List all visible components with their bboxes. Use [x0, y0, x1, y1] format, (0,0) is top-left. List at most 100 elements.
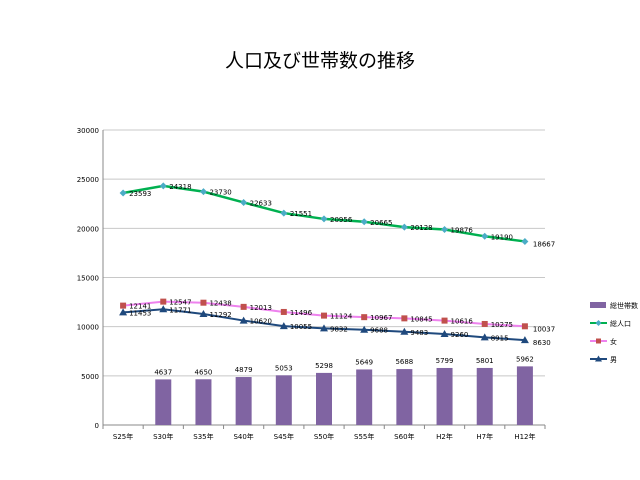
- point-marker: [159, 182, 167, 190]
- point-marker: [199, 309, 208, 317]
- data-label: 23593: [129, 190, 151, 198]
- y-tick-label: 5000: [81, 373, 99, 381]
- data-label: 5298: [315, 362, 333, 370]
- bar: [436, 367, 453, 425]
- legend-marker: [596, 338, 601, 344]
- point-marker: [441, 226, 449, 234]
- point-marker: [280, 308, 287, 315]
- data-label: 10275: [491, 321, 513, 329]
- data-label: 5053: [275, 364, 293, 372]
- bar: [275, 375, 292, 425]
- x-tick-label: S60年: [394, 432, 414, 441]
- data-label: 5962: [516, 355, 534, 363]
- point-marker: [360, 218, 368, 226]
- data-label: 18667: [533, 240, 555, 248]
- legend-marker: [595, 320, 602, 326]
- data-label: 20665: [370, 219, 392, 227]
- point-marker: [480, 333, 489, 341]
- data-label: 5688: [395, 358, 413, 366]
- point-marker: [320, 324, 328, 332]
- data-label: 19190: [491, 233, 513, 241]
- data-label: 9483: [410, 329, 428, 337]
- y-tick-label: 30000: [77, 127, 99, 135]
- bar: [516, 366, 533, 425]
- data-label: 5799: [436, 357, 454, 365]
- bar: [476, 367, 493, 425]
- x-tick-label: S40年: [233, 432, 253, 441]
- data-label: 24318: [169, 183, 191, 191]
- data-label: 23730: [209, 189, 231, 197]
- y-tick-label: 25000: [77, 176, 99, 184]
- data-label: 5801: [476, 357, 494, 365]
- x-tick-label: S50年: [314, 432, 334, 441]
- point-marker: [481, 232, 489, 240]
- legend-marker: [595, 355, 602, 362]
- point-marker: [119, 308, 128, 316]
- point-marker: [200, 299, 207, 306]
- point-marker: [400, 327, 409, 335]
- data-label: 11771: [169, 306, 191, 314]
- data-label: 8915: [491, 334, 509, 342]
- bar: [235, 377, 252, 425]
- point-marker: [440, 329, 449, 337]
- point-marker: [279, 322, 288, 330]
- point-marker: [521, 323, 528, 330]
- data-label: 12438: [209, 300, 231, 308]
- point-marker: [361, 314, 368, 321]
- point-marker: [320, 215, 328, 223]
- x-tick-label: S45年: [274, 432, 294, 441]
- y-tick-label: 0: [95, 422, 99, 430]
- data-label: 10967: [370, 314, 392, 322]
- x-tick-label: H2年: [436, 432, 453, 441]
- bar: [316, 372, 332, 425]
- x-tick-label: S55年: [354, 432, 374, 441]
- point-marker: [521, 237, 529, 245]
- data-label: 12547: [169, 299, 191, 307]
- point-marker: [400, 223, 408, 231]
- chart-title: 人口及び世帯数の推移: [224, 50, 415, 72]
- data-label: 9832: [330, 325, 348, 333]
- data-label: 9260: [451, 331, 469, 339]
- bar: [155, 379, 172, 425]
- point-marker: [119, 189, 127, 197]
- data-label: 20128: [410, 224, 432, 232]
- legend-swatch: [590, 302, 606, 308]
- point-marker: [401, 315, 408, 322]
- data-label: 5649: [355, 358, 373, 366]
- point-marker: [160, 298, 167, 305]
- data-label: 19876: [451, 227, 474, 235]
- legend-label: 男: [610, 356, 617, 364]
- point-marker: [481, 320, 488, 327]
- point-marker: [240, 198, 248, 206]
- data-label: 8630: [533, 339, 551, 347]
- bar: [396, 369, 413, 425]
- bar: [195, 379, 212, 425]
- point-marker: [360, 325, 369, 333]
- point-marker: [159, 305, 168, 313]
- point-marker: [321, 312, 327, 319]
- point-marker: [199, 188, 207, 196]
- data-label: 11496: [290, 309, 313, 317]
- data-label: 11453: [129, 309, 151, 317]
- data-label: 4879: [235, 366, 253, 374]
- x-tick-label: S30年: [153, 432, 173, 441]
- x-tick-label: H7年: [476, 432, 493, 441]
- data-label: 9688: [370, 327, 388, 335]
- data-label: 11124: [330, 313, 353, 321]
- x-tick-label: S35年: [193, 432, 213, 441]
- data-label: 4650: [195, 368, 213, 376]
- data-label: 20956: [330, 216, 353, 224]
- data-label: 10037: [533, 325, 555, 333]
- point-marker: [441, 317, 448, 324]
- data-label: 21551: [290, 210, 312, 218]
- data-label: 10055: [290, 323, 312, 331]
- y-tick-label: 20000: [77, 225, 99, 233]
- data-label: 22633: [250, 199, 272, 207]
- legend-label: 総世帯数: [610, 301, 638, 310]
- bar: [356, 369, 373, 425]
- point-marker: [120, 302, 127, 309]
- x-tick-label: S25年: [113, 432, 133, 441]
- data-label: 11292: [209, 311, 231, 319]
